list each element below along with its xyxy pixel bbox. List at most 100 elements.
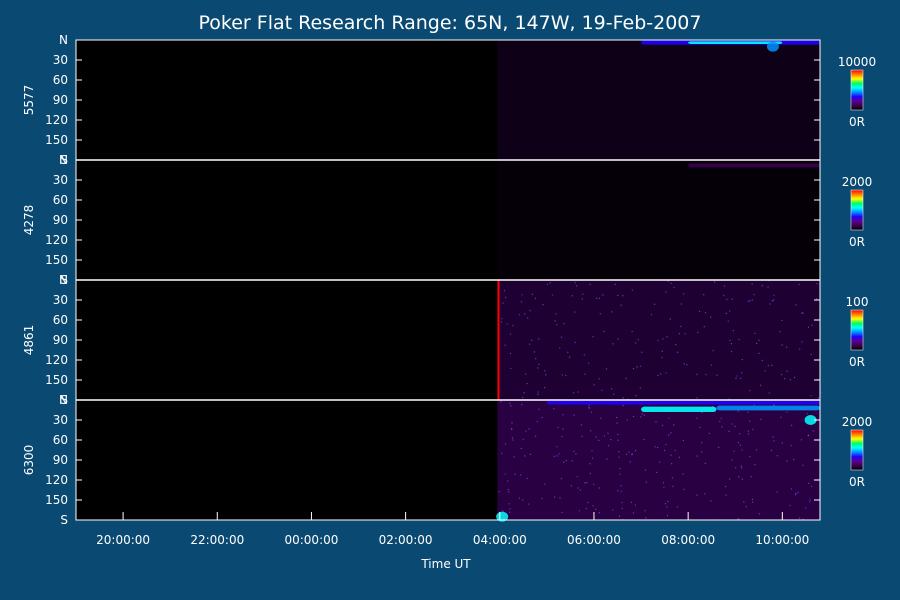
speckle [696, 417, 698, 419]
auroral-band [688, 41, 783, 44]
speckle [714, 281, 716, 283]
y-tick-label: 60 [53, 313, 68, 327]
speckle [799, 517, 801, 519]
speckle [579, 489, 581, 491]
speckle [583, 354, 585, 356]
speckle [556, 455, 558, 457]
speckle [790, 444, 792, 447]
speckle [789, 504, 791, 506]
speckle [556, 446, 558, 448]
speckle [599, 313, 601, 315]
speckle [659, 461, 661, 463]
speckle [779, 331, 781, 333]
speckle [751, 283, 753, 285]
speckle [731, 298, 733, 300]
speckle [554, 320, 556, 322]
y-tick-label: 60 [53, 433, 68, 447]
speckle [701, 442, 703, 444]
speckle [754, 464, 756, 466]
speckle [508, 491, 510, 493]
speckle [563, 323, 565, 325]
panel-wavelength-label: 4861 [22, 325, 36, 356]
speckle [521, 404, 523, 406]
y-tick-label: 150 [45, 493, 68, 507]
speckle [577, 391, 579, 393]
speckle [708, 432, 710, 435]
y-tick-label: 90 [53, 453, 68, 467]
speckle [657, 447, 659, 449]
speckle [710, 316, 712, 318]
speckle [508, 503, 510, 505]
speckle [565, 375, 567, 377]
speckle [593, 384, 595, 386]
speckle [673, 286, 675, 288]
speckle [509, 508, 511, 510]
speckle [704, 312, 707, 314]
speckle [525, 430, 527, 432]
panel-4861: N 30 60 90 120 150 S 4861 100 0R [22, 273, 868, 407]
speckle [753, 293, 755, 296]
x-tick-label: 22:00:00 [190, 533, 244, 547]
x-tick-label: 06:00:00 [567, 533, 621, 547]
speckle [544, 387, 546, 389]
speckle [531, 293, 533, 295]
speckle [760, 384, 762, 386]
speckle [601, 389, 603, 391]
speckle [807, 435, 809, 437]
speckle [730, 343, 732, 345]
speckle [536, 421, 538, 423]
panels-group: N 30 60 90 120 150 S 5577 10000 0R N 30 60 90 120 150 S 4… [22, 33, 876, 527]
speckle [523, 392, 525, 394]
speckle [738, 476, 740, 478]
speckle [632, 415, 635, 418]
speckle [758, 352, 760, 354]
speckle [729, 310, 731, 312]
speckle [725, 312, 727, 314]
speckle [639, 387, 641, 389]
speckle [565, 460, 567, 462]
speckle [568, 356, 571, 358]
plot-area [76, 280, 820, 400]
speckle [751, 299, 753, 301]
speckle [645, 481, 647, 483]
speckle [620, 304, 622, 306]
speckle [541, 497, 543, 500]
speckle [620, 485, 622, 487]
x-tick-label: 02:00:00 [379, 533, 433, 547]
speckle [514, 473, 516, 475]
plot-area [76, 160, 820, 280]
speckle [666, 506, 668, 508]
speckle [590, 430, 592, 432]
speckle [563, 461, 565, 463]
speckle [654, 303, 656, 305]
speckle [699, 310, 701, 312]
speckle [716, 374, 718, 376]
speckle [802, 312, 804, 314]
speckle [518, 497, 520, 499]
speckle [701, 451, 703, 453]
y-tick-label: 30 [53, 413, 68, 427]
speckle [631, 454, 633, 456]
speckle [512, 325, 514, 327]
speckle [580, 424, 582, 426]
speckle [598, 297, 601, 299]
speckle [611, 311, 613, 313]
panel-wavelength-label: 6300 [22, 445, 36, 476]
speckle [610, 439, 612, 441]
speckle [616, 416, 618, 419]
speckle [674, 449, 676, 452]
speckle [507, 489, 509, 491]
speckle [678, 333, 680, 335]
speckle [740, 465, 742, 467]
speckle [592, 505, 594, 507]
panel-5577: N 30 60 90 120 150 S 5577 10000 0R [22, 33, 876, 167]
speckle [607, 432, 609, 434]
emission-background [497, 160, 820, 280]
speckle [586, 482, 588, 484]
speckle [773, 404, 775, 406]
speckle [781, 319, 783, 321]
speckle [631, 330, 633, 333]
speckle [654, 446, 656, 448]
speckle [718, 446, 720, 448]
speckle [573, 392, 575, 394]
